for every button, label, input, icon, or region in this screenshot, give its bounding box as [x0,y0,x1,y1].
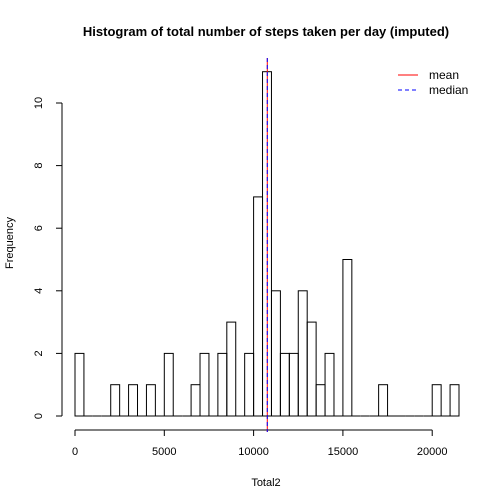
histogram-bar [253,196,264,417]
x-tick-label: 5000 [152,446,176,458]
y-tick-label: 6 [33,225,45,231]
y-axis-label: Frequency [4,217,16,269]
histogram-bar [199,352,210,417]
histogram-bar [342,259,353,417]
histogram-bar [244,352,255,417]
legend-label-median: median [429,83,468,97]
histogram-bar [163,352,174,417]
legend-label-mean: mean [429,68,459,82]
histogram-bar [74,352,85,417]
y-tick-label: 2 [33,350,45,356]
y-axis: 0 2 4 6 8 10 [33,97,63,419]
histogram-bar [324,352,335,417]
histogram-bar [315,384,326,417]
chart-title: Histogram of total number of steps taken… [83,24,449,39]
histogram-bar [110,384,121,417]
histogram-bar [270,290,281,417]
histogram-bar [190,384,201,417]
y-tick-label: 8 [33,163,45,169]
histogram-bar [306,321,317,417]
histogram-bar [279,352,290,417]
x-tick-label: 15000 [328,446,359,458]
histogram-bar [217,352,228,417]
histogram-bar [449,384,460,417]
histogram-bar [288,352,299,417]
y-tick-label: 10 [33,97,45,109]
histogram-bar [297,290,308,417]
histogram-bar [378,384,389,417]
x-tick-label: 0 [72,446,78,458]
x-axis: 0 5000 10000 15000 20000 [72,429,448,458]
histogram-bar [145,384,156,417]
y-tick-label: 0 [33,413,45,419]
y-tick-label: 4 [33,288,45,294]
x-tick-label: 10000 [238,446,269,458]
histogram-bar [431,384,442,417]
x-tick-label: 20000 [417,446,448,458]
x-axis-label: Total2 [251,477,280,489]
histogram-bar [226,321,237,417]
histogram-bar [128,384,139,417]
